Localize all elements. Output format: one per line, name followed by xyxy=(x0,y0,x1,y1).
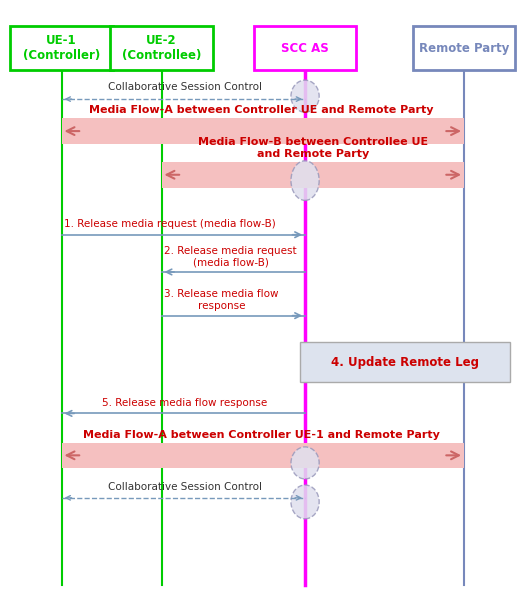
Text: UE-2
(Controllee): UE-2 (Controllee) xyxy=(122,34,201,62)
Ellipse shape xyxy=(291,447,319,479)
Text: Media Flow-A between Controller UE and Remote Party: Media Flow-A between Controller UE and R… xyxy=(89,105,434,115)
FancyBboxPatch shape xyxy=(300,342,510,382)
FancyBboxPatch shape xyxy=(413,26,515,70)
Text: Collaborative Session Control: Collaborative Session Control xyxy=(108,482,262,492)
FancyBboxPatch shape xyxy=(254,26,356,70)
Text: Collaborative Session Control: Collaborative Session Control xyxy=(108,81,262,91)
Text: Media Flow-B between Controllee UE
and Remote Party: Media Flow-B between Controllee UE and R… xyxy=(198,137,428,159)
Text: Media Flow-A between Controller UE-1 and Remote Party: Media Flow-A between Controller UE-1 and… xyxy=(83,429,440,440)
Text: 5. Release media flow response: 5. Release media flow response xyxy=(102,397,267,407)
Text: 1. Release media request (media flow-B): 1. Release media request (media flow-B) xyxy=(64,219,276,229)
FancyBboxPatch shape xyxy=(162,162,464,188)
Ellipse shape xyxy=(291,485,319,519)
Text: 2. Release media request
(media flow-B): 2. Release media request (media flow-B) xyxy=(164,246,297,267)
Text: UE-1
(Controller): UE-1 (Controller) xyxy=(23,34,100,62)
Text: 4. Update Remote Leg: 4. Update Remote Leg xyxy=(331,356,479,369)
FancyBboxPatch shape xyxy=(62,443,464,468)
Ellipse shape xyxy=(291,80,319,112)
FancyBboxPatch shape xyxy=(62,118,464,144)
FancyBboxPatch shape xyxy=(10,26,113,70)
Text: SCC AS: SCC AS xyxy=(281,42,329,55)
Text: Remote Party: Remote Party xyxy=(419,42,509,55)
Ellipse shape xyxy=(291,161,319,200)
Text: 3. Release media flow
response: 3. Release media flow response xyxy=(164,289,279,311)
FancyBboxPatch shape xyxy=(110,26,213,70)
